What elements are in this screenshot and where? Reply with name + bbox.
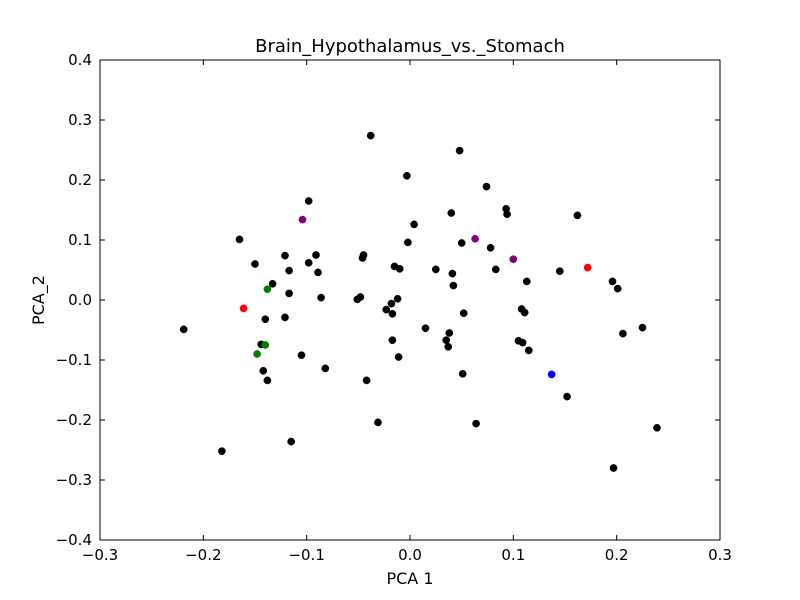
- data-point: [471, 234, 479, 243]
- data-point: [449, 281, 458, 290]
- data-point: [253, 350, 261, 358]
- data-point: [619, 329, 627, 338]
- data-point: [447, 209, 456, 217]
- data-point: [388, 336, 397, 345]
- data-point: [491, 265, 500, 274]
- data-point: [263, 376, 272, 385]
- y-axis-ticks: −0.4 −0.3 −0.2 −0.1 0.0 0.1 0.2 0.3 0.4: [56, 51, 720, 549]
- data-point: [638, 323, 647, 332]
- data-points: [179, 131, 661, 472]
- data-point: [403, 171, 411, 180]
- data-point: [317, 293, 325, 302]
- x-tick-label: −0.3: [82, 546, 118, 564]
- data-point: [524, 346, 533, 355]
- data-point: [457, 239, 466, 247]
- data-point: [268, 279, 277, 288]
- data-point: [387, 299, 396, 308]
- x-tick-label: 0.1: [501, 546, 525, 564]
- data-point: [547, 370, 556, 379]
- y-tick-label: −0.3: [56, 471, 92, 489]
- data-point: [235, 235, 244, 244]
- x-axis-label: PCA 1: [386, 569, 433, 588]
- data-point: [281, 251, 289, 260]
- data-point: [298, 215, 307, 224]
- chart-title: Brain_Hypothalamus_vs._Stomach: [255, 36, 565, 57]
- y-tick-label: 0.1: [68, 231, 92, 249]
- data-point: [239, 304, 248, 313]
- data-point: [518, 338, 527, 347]
- data-point: [503, 210, 511, 219]
- data-point: [366, 131, 375, 140]
- data-point: [482, 182, 491, 191]
- data-point: [563, 392, 571, 401]
- data-point: [374, 418, 382, 427]
- y-tick-label: −0.2: [56, 411, 92, 429]
- y-axis-label: PCA_2: [29, 275, 49, 325]
- data-point: [395, 264, 404, 273]
- data-point: [653, 423, 661, 432]
- data-point: [486, 243, 495, 252]
- data-point: [509, 255, 518, 264]
- data-point: [287, 437, 296, 446]
- y-tick-label: 0.0: [68, 291, 92, 309]
- data-point: [442, 336, 451, 345]
- data-point: [448, 269, 457, 278]
- data-point: [555, 267, 564, 276]
- data-point: [382, 305, 391, 314]
- data-point: [445, 329, 454, 337]
- data-point: [285, 266, 293, 275]
- x-tick-label: 0.2: [605, 546, 629, 564]
- data-point: [410, 220, 418, 229]
- data-point: [388, 309, 397, 318]
- data-point: [218, 447, 226, 456]
- data-point: [459, 309, 468, 318]
- data-point: [455, 146, 464, 155]
- data-point: [259, 366, 268, 375]
- data-point: [321, 364, 330, 373]
- data-point: [297, 351, 306, 360]
- data-point: [251, 260, 259, 268]
- data-point: [281, 313, 289, 322]
- data-point: [520, 308, 529, 317]
- data-point: [304, 197, 313, 205]
- data-point: [393, 294, 402, 303]
- x-tick-label: −0.2: [185, 546, 221, 564]
- data-point: [263, 285, 272, 294]
- y-tick-label: 0.4: [68, 51, 92, 69]
- data-point: [404, 238, 412, 247]
- y-tick-label: −0.1: [56, 351, 92, 369]
- data-point: [522, 277, 531, 286]
- x-axis-ticks: −0.3 −0.2 −0.1 0.0 0.1 0.2 0.3: [82, 60, 732, 564]
- data-point: [304, 258, 313, 267]
- data-point: [314, 268, 322, 277]
- data-point: [421, 324, 430, 333]
- y-tick-label: 0.2: [68, 171, 92, 189]
- data-point: [458, 369, 467, 378]
- data-point: [608, 277, 617, 286]
- data-point: [613, 284, 622, 293]
- data-point: [261, 341, 270, 349]
- data-point: [444, 342, 453, 351]
- data-point: [609, 464, 618, 472]
- x-tick-label: −0.1: [288, 546, 324, 564]
- data-point: [394, 353, 403, 361]
- x-tick-label: 0.0: [398, 546, 422, 564]
- data-point: [356, 293, 365, 301]
- y-tick-label: 0.3: [68, 111, 92, 129]
- data-point: [312, 251, 320, 259]
- data-point: [431, 265, 440, 274]
- data-point: [359, 251, 368, 259]
- y-tick-label: −0.4: [56, 531, 92, 549]
- data-point: [362, 376, 371, 385]
- data-point: [261, 315, 270, 324]
- x-tick-label: 0.3: [708, 546, 732, 564]
- data-point: [285, 289, 293, 298]
- data-point: [179, 325, 188, 334]
- data-point: [583, 263, 592, 272]
- data-point: [472, 419, 480, 428]
- data-point: [573, 211, 582, 220]
